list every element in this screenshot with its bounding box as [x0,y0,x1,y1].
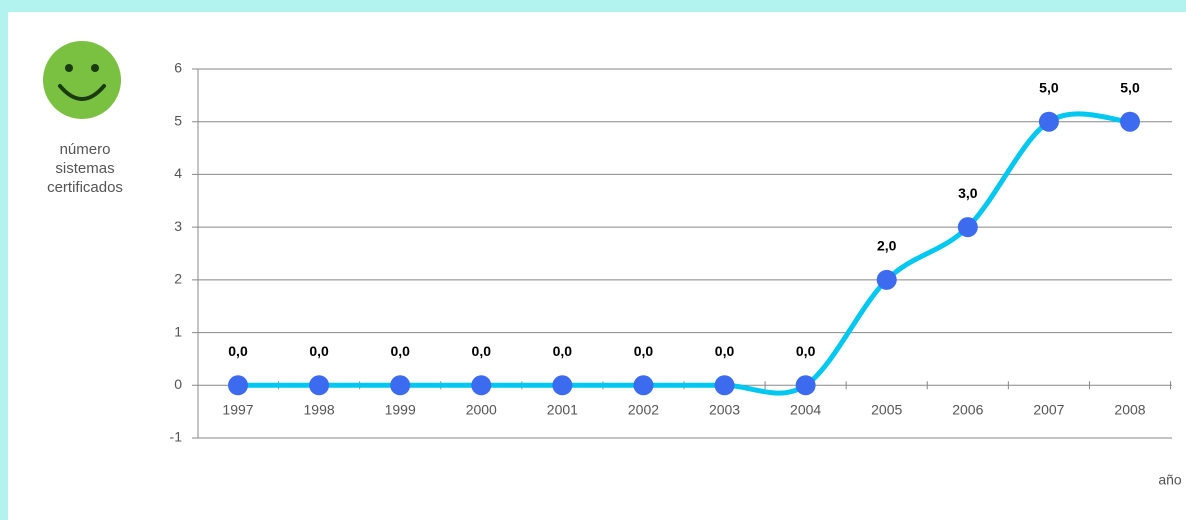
point [1120,111,1140,132]
data-label: 0,0 [390,343,410,359]
x-tick-label: 2000 [466,402,497,418]
x-tick-label: 2007 [1033,402,1064,418]
y-tick-label: 5 [174,112,182,128]
data-label: 0,0 [634,343,654,359]
point [228,375,248,396]
y-tick-label: -1 [170,429,183,445]
data-label: 5,0 [1120,79,1140,95]
data-label: 0,0 [715,343,735,359]
data-label: 0,0 [472,343,492,359]
data-label: 0,0 [309,343,329,359]
x-tick-label: 2005 [871,402,902,418]
x-tick-label: 1998 [304,402,335,418]
y-tick-label: 6 [174,60,182,76]
point [714,375,735,396]
y-tick-label: 2 [174,271,182,287]
smiley-icon [43,41,121,119]
x-tick-label: 1999 [385,402,416,418]
x-axis-label: año [1158,472,1182,488]
y-axis-label: número sistemas certificados [47,141,123,196]
y-tick-label: 3 [174,218,182,234]
point [876,269,897,290]
point [795,375,816,396]
point [552,375,573,396]
point [633,375,654,396]
point [957,217,978,238]
point [1038,111,1059,132]
x-tick-label: 2004 [790,402,821,418]
point [309,375,330,396]
data-label: 3,0 [958,185,978,201]
data-label: 2,0 [877,238,897,254]
point [471,375,492,396]
data-label: 5,0 [1039,79,1059,95]
x-tick-label: 2006 [952,402,983,418]
x-tick-label: 1997 [222,402,253,418]
series-line [238,111,1131,396]
data-label: 0,0 [553,343,573,359]
x-tick-label: 2001 [547,402,578,418]
y-tick-label: 4 [174,165,182,181]
data-label: 0,0 [228,343,248,359]
x-tick-label: 2003 [709,402,740,418]
x-tick-label: 2002 [628,402,659,418]
data-label: 0,0 [796,343,816,359]
panel [8,12,1186,520]
point [390,375,411,396]
y-tick-label: 0 [174,376,182,392]
x-tick-label: 2008 [1114,402,1145,418]
y-tick-label: 1 [174,323,182,339]
